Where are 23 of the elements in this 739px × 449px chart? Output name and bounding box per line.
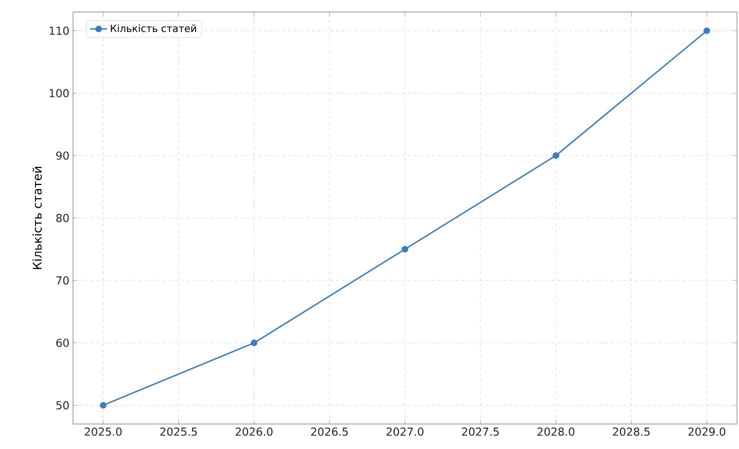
- x-tick-label: 2026.5: [311, 428, 348, 436]
- x-tick-label: 2028.5: [612, 428, 650, 436]
- x-tick-label: 2025.0: [84, 428, 122, 436]
- x-tick-label: 2027.5: [462, 428, 499, 436]
- point: [250, 340, 258, 346]
- y-tick-label: 80: [56, 214, 69, 222]
- y-tick-label: 110: [50, 26, 69, 35]
- x-tick-label: 2027.0: [386, 428, 424, 436]
- x-tick-label: 2026.0: [236, 428, 273, 436]
- x-tick-label: 2029.0: [688, 428, 726, 436]
- y-tick-label: 60: [56, 338, 69, 347]
- point: [402, 246, 408, 253]
- y-tick-label: 50: [56, 401, 69, 410]
- legend-label: Кількість статей: [110, 24, 196, 32]
- y-axis-title: Кількість статей: [32, 166, 42, 270]
- point: [704, 27, 710, 34]
- x-tick-label: 2025.5: [160, 428, 197, 436]
- y-tick-label: 100: [50, 89, 69, 98]
- point: [552, 152, 560, 159]
- x-tick-label: 2028.0: [538, 428, 574, 436]
- point: [100, 402, 106, 409]
- y-tick-label: 90: [56, 151, 69, 160]
- y-tick-label: 70: [56, 276, 69, 285]
